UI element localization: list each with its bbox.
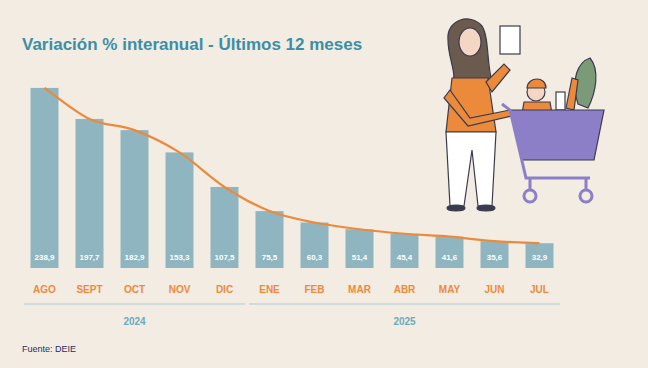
x-tick-label: JUN xyxy=(484,284,504,295)
pants xyxy=(446,132,496,206)
shoe xyxy=(447,205,465,211)
cart-basket xyxy=(510,110,604,160)
bread xyxy=(566,78,578,110)
bar xyxy=(301,223,329,268)
bar xyxy=(256,211,284,268)
bar xyxy=(76,119,104,268)
bar xyxy=(391,234,419,268)
data-label: 32,9 xyxy=(532,253,548,262)
title: Variación % interanual - Últimos 12 mese… xyxy=(22,35,362,54)
trend-line xyxy=(45,88,540,243)
data-label: 35,6 xyxy=(487,253,503,262)
bar xyxy=(211,187,239,268)
group-label: 2024 xyxy=(123,316,146,327)
data-label: 107,5 xyxy=(214,253,235,262)
arm xyxy=(486,64,510,92)
bottle xyxy=(556,92,565,110)
group-line xyxy=(24,304,245,305)
x-tick-label: MAR xyxy=(348,284,372,295)
cart-leg xyxy=(585,178,588,190)
data-label: 75,5 xyxy=(262,253,278,262)
bar xyxy=(436,237,464,268)
group-line xyxy=(249,304,560,305)
bar xyxy=(121,130,149,268)
x-tick-label: ENE xyxy=(259,284,280,295)
bar xyxy=(166,152,194,268)
bar xyxy=(31,88,59,268)
x-tick-label: JUL xyxy=(530,284,549,295)
x-tick-label: MAY xyxy=(439,284,461,295)
cart-frame xyxy=(502,104,590,178)
bar xyxy=(481,241,509,268)
x-tick-label: AGO xyxy=(33,284,56,295)
cart-leg xyxy=(529,178,532,190)
data-label: 182,9 xyxy=(124,253,145,262)
chart: Variación % interanual - Últimos 12 mese… xyxy=(0,0,648,368)
bar xyxy=(346,229,374,268)
x-tick-label: NOV xyxy=(169,284,191,295)
data-label: 153,3 xyxy=(169,253,190,262)
background xyxy=(0,0,648,368)
illustration xyxy=(444,19,604,211)
x-tick-label: ABR xyxy=(394,284,416,295)
data-label: 45,4 xyxy=(397,253,413,262)
source: Fuente: DEIE xyxy=(22,344,76,354)
x-tick-label: SEPT xyxy=(76,284,102,295)
x-tick-label: OCT xyxy=(124,284,145,295)
data-label: 197,7 xyxy=(79,253,100,262)
child-hat xyxy=(527,79,546,88)
x-tick-label: FEB xyxy=(305,284,325,295)
head xyxy=(459,28,481,56)
data-label: 60,3 xyxy=(307,253,323,262)
arm2 xyxy=(444,90,512,126)
group-label: 2025 xyxy=(393,316,416,327)
wheel xyxy=(580,190,592,202)
data-label: 238,9 xyxy=(34,253,55,262)
shoe xyxy=(477,205,495,211)
data-label: 51,4 xyxy=(352,253,368,262)
wheel xyxy=(524,190,536,202)
box xyxy=(500,26,520,54)
labels: 238,9 197,7 182,9 153,3 107,5 75,5 60,3 51,4 45,… xyxy=(24,253,560,327)
x-tick-label: DIC xyxy=(216,284,233,295)
data-label: 41,6 xyxy=(442,253,458,262)
bar xyxy=(526,243,554,268)
